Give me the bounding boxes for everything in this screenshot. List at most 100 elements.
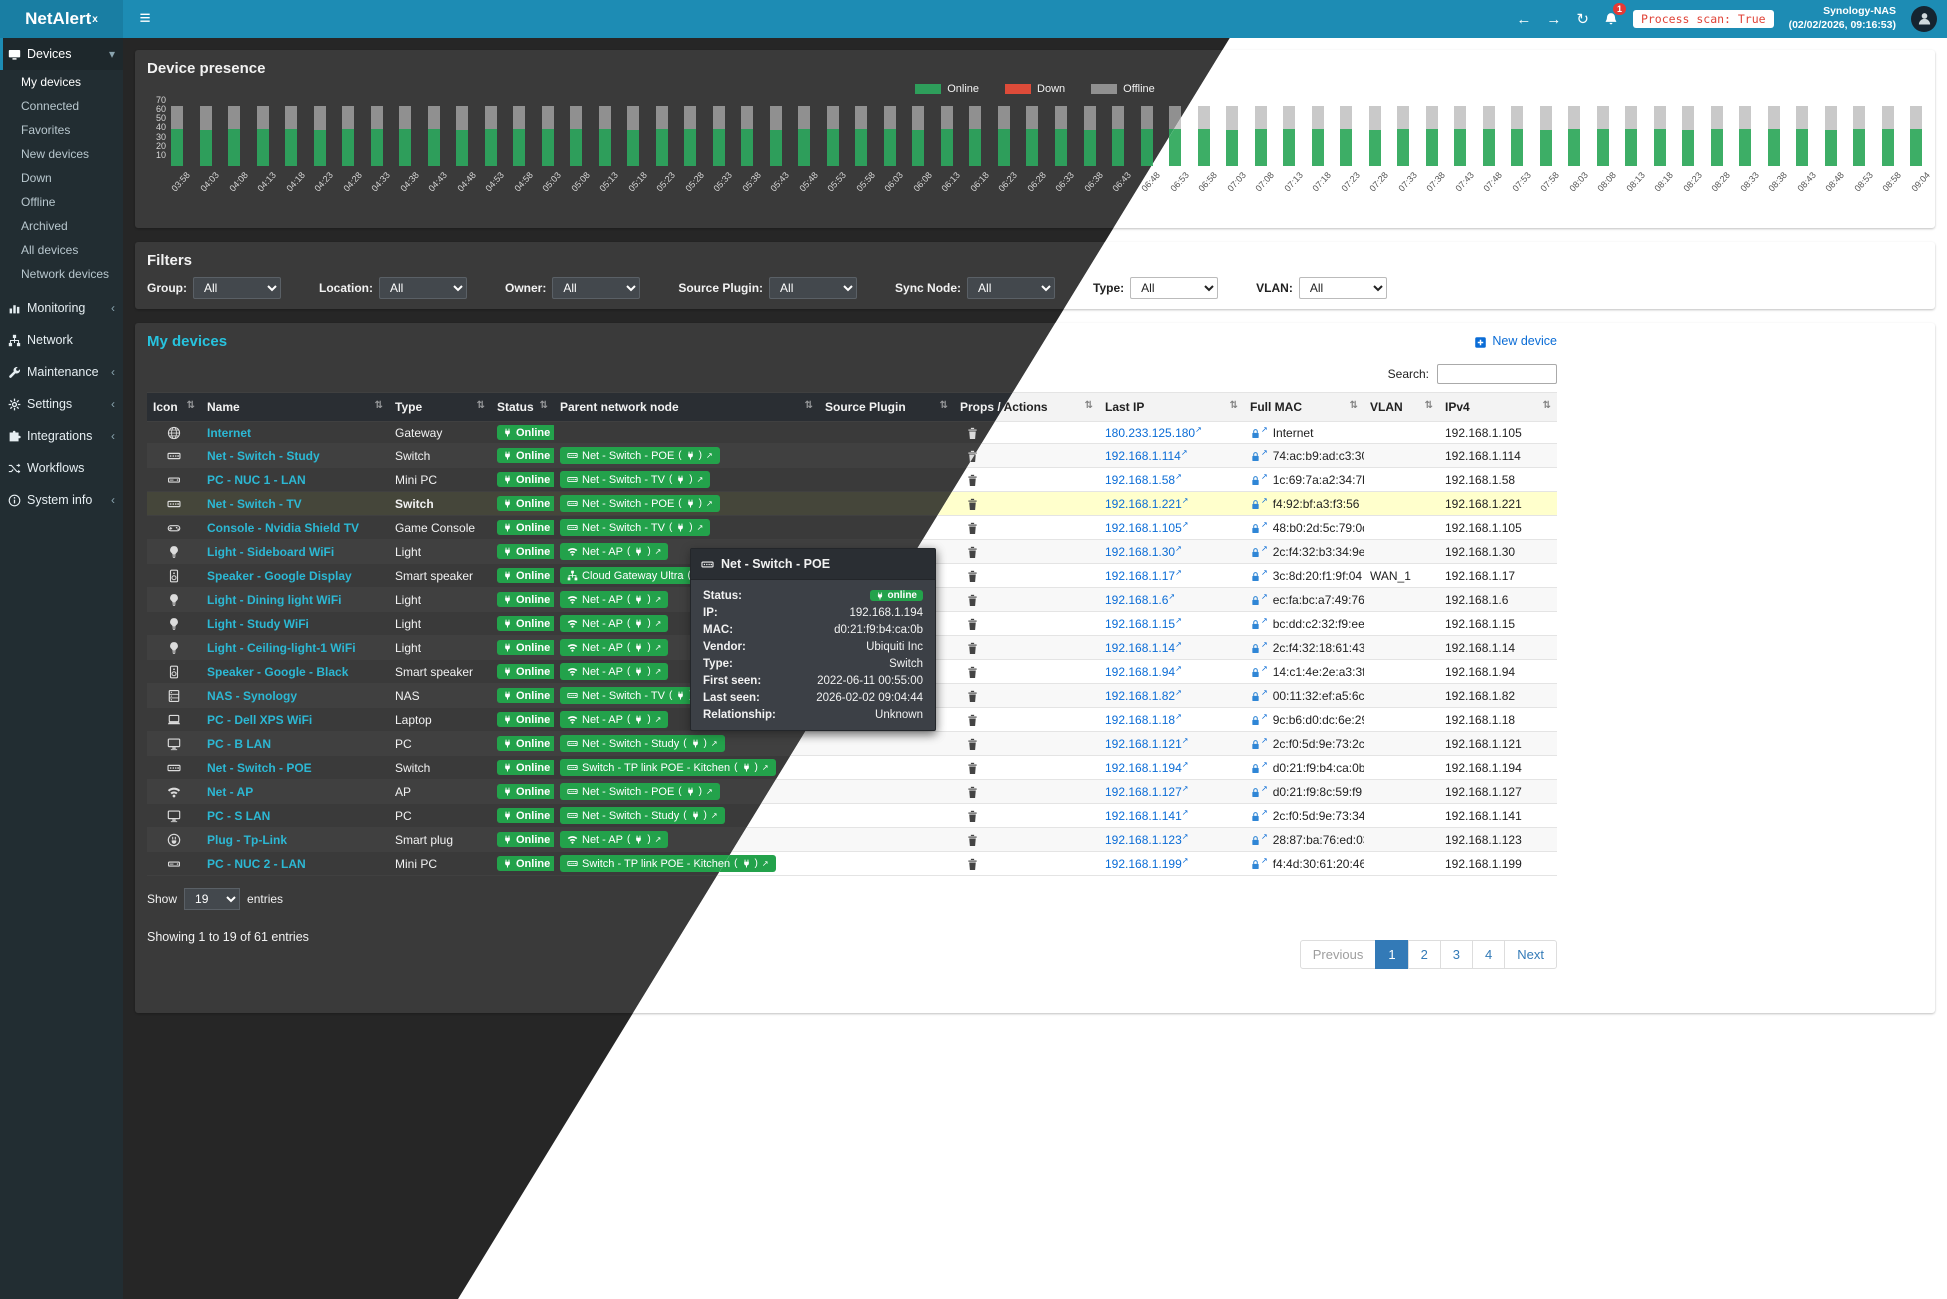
delete-device-button[interactable] xyxy=(960,472,979,486)
user-avatar[interactable] xyxy=(1911,6,1937,32)
sidebar-item-down[interactable]: Down xyxy=(21,171,52,185)
last-ip-link[interactable]: 192.168.1.123 xyxy=(1105,833,1182,847)
last-ip-link[interactable]: 192.168.1.30 xyxy=(1105,545,1176,559)
presence-bar[interactable] xyxy=(1796,100,1809,166)
sidebar-item-network[interactable]: Network xyxy=(0,324,123,356)
lock-button[interactable]: ↗ xyxy=(1250,664,1268,679)
device-name-link[interactable]: NAS - Synology xyxy=(207,688,298,703)
sidebar-item-integrations[interactable]: Integrations ‹ xyxy=(0,420,123,452)
presence-bar[interactable] xyxy=(256,100,269,166)
presence-bar[interactable] xyxy=(427,100,440,166)
last-ip-link[interactable]: 192.168.1.199 xyxy=(1105,857,1182,871)
last-ip-link[interactable]: 192.168.1.121 xyxy=(1105,737,1182,751)
presence-bar[interactable] xyxy=(741,100,754,166)
presence-bar[interactable] xyxy=(798,100,811,166)
lock-button[interactable]: ↗ xyxy=(1250,688,1268,703)
filter-location-select[interactable]: All xyxy=(379,277,467,299)
sidebar-item-settings[interactable]: Settings ‹ xyxy=(0,388,123,420)
lock-button[interactable]: ↗ xyxy=(1250,856,1268,871)
presence-bar[interactable] xyxy=(598,100,611,166)
presence-bar[interactable] xyxy=(1511,100,1524,166)
delete-device-button[interactable] xyxy=(960,712,979,726)
sidebar-item-maintenance[interactable]: Maintenance ‹ xyxy=(0,356,123,388)
last-ip-link[interactable]: 192.168.1.58 xyxy=(1105,473,1176,487)
presence-bar[interactable] xyxy=(1197,100,1210,166)
last-ip-link[interactable]: 192.168.1.127 xyxy=(1105,785,1182,799)
presence-bar[interactable] xyxy=(1169,100,1182,166)
parent-node-button[interactable]: Net - Switch - POE() ↗ xyxy=(560,783,720,800)
lock-button[interactable]: ↗ xyxy=(1250,496,1268,511)
presence-bar[interactable] xyxy=(1767,100,1780,166)
lock-button[interactable]: ↗ xyxy=(1250,640,1268,655)
presence-bar[interactable] xyxy=(1824,100,1837,166)
parent-node-button[interactable]: Net - AP() ↗ xyxy=(560,591,669,608)
presence-bar[interactable] xyxy=(627,100,640,166)
presence-bar[interactable] xyxy=(1625,100,1638,166)
delete-device-button[interactable] xyxy=(960,568,979,582)
device-name-link[interactable]: Plug - Tp-Link xyxy=(207,832,287,847)
delete-device-button[interactable] xyxy=(960,496,979,510)
sidebar-item-favorites[interactable]: Favorites xyxy=(21,123,71,137)
last-ip-link[interactable]: 180.233.125.180 xyxy=(1105,426,1196,440)
delete-device-button[interactable] xyxy=(960,544,979,558)
delete-device-button[interactable] xyxy=(960,616,979,630)
presence-bar[interactable] xyxy=(228,100,241,166)
presence-bar[interactable] xyxy=(1539,100,1552,166)
parent-node-button[interactable]: Net - AP() ↗ xyxy=(560,639,669,656)
presence-bar[interactable] xyxy=(1881,100,1894,166)
brand-logo[interactable]: NetAlert x xyxy=(0,0,123,38)
lock-button[interactable]: ↗ xyxy=(1250,760,1268,775)
presence-bar[interactable] xyxy=(940,100,953,166)
device-name-link[interactable]: Light - Ceiling-light-1 WiFi xyxy=(207,640,356,655)
pagination-3[interactable]: 3 xyxy=(1439,940,1474,969)
presence-bar[interactable] xyxy=(171,100,183,166)
lock-button[interactable]: ↗ xyxy=(1250,616,1268,631)
device-name-link[interactable]: Internet xyxy=(207,425,252,440)
filter-vlan-select[interactable]: All xyxy=(1298,277,1387,299)
lock-button[interactable]: ↗ xyxy=(1250,448,1268,463)
column-header-vlan[interactable]: VLAN ⇅ xyxy=(1364,392,1439,422)
filter-source-plugin-select[interactable]: All xyxy=(769,277,858,299)
presence-bar[interactable] xyxy=(883,100,896,166)
device-name-link[interactable]: PC - NUC 1 - LAN xyxy=(207,472,306,487)
presence-bar[interactable] xyxy=(1283,100,1296,166)
presence-bar[interactable] xyxy=(1425,100,1438,166)
presence-bar[interactable] xyxy=(1710,100,1723,166)
presence-bar[interactable] xyxy=(1910,100,1923,166)
device-name-link[interactable]: Net - Switch - TV xyxy=(207,496,302,511)
device-name-link[interactable]: Net - AP xyxy=(207,784,254,799)
lock-button[interactable]: ↗ xyxy=(1250,544,1268,559)
device-name-link[interactable]: Light - Sideboard WiFi xyxy=(207,544,335,559)
delete-device-button[interactable] xyxy=(960,640,979,654)
column-header-last-ip[interactable]: Last IP ⇅ xyxy=(1099,392,1244,422)
column-header-name[interactable]: Name ⇅ xyxy=(201,392,389,422)
refresh-icon[interactable]: ↻ xyxy=(1576,11,1589,28)
last-ip-link[interactable]: 192.168.1.141 xyxy=(1105,809,1182,823)
presence-bar[interactable] xyxy=(1682,100,1695,166)
device-name-link[interactable]: PC - B LAN xyxy=(207,736,271,751)
pagination-next[interactable]: Next xyxy=(1504,940,1557,969)
column-header-props-actions[interactable]: Props / Actions ⇅ xyxy=(954,392,1099,422)
presence-bar[interactable] xyxy=(1482,100,1495,166)
presence-bar[interactable] xyxy=(1368,100,1381,166)
parent-node-button[interactable]: Net - Switch - Study() ↗ xyxy=(560,735,725,752)
column-header-parent-network-node[interactable]: Parent network node ⇅ xyxy=(554,392,819,422)
filter-group-select[interactable]: All xyxy=(193,277,281,299)
presence-bar[interactable] xyxy=(1112,100,1125,166)
lock-button[interactable]: ↗ xyxy=(1250,784,1268,799)
sidebar-item-monitoring[interactable]: Monitoring ‹ xyxy=(0,292,123,324)
filter-owner-select[interactable]: All xyxy=(552,277,641,299)
delete-device-button[interactable] xyxy=(960,808,979,822)
presence-bar[interactable] xyxy=(1054,100,1067,166)
notifications-button[interactable]: 1 xyxy=(1604,3,1626,28)
delete-device-button[interactable] xyxy=(960,520,979,534)
presence-bar[interactable] xyxy=(1739,100,1752,166)
delete-device-button[interactable] xyxy=(960,736,979,750)
presence-bar[interactable] xyxy=(969,100,982,166)
sidebar-item-system-info[interactable]: System info ‹ xyxy=(0,484,123,516)
device-name-link[interactable]: Net - Switch - POE xyxy=(207,760,312,775)
column-header-source-plugin[interactable]: Source Plugin ⇅ xyxy=(819,392,954,422)
sidebar-item-network-devices[interactable]: Network devices xyxy=(21,267,110,281)
presence-bar[interactable] xyxy=(370,100,383,166)
presence-bar[interactable] xyxy=(855,100,868,166)
